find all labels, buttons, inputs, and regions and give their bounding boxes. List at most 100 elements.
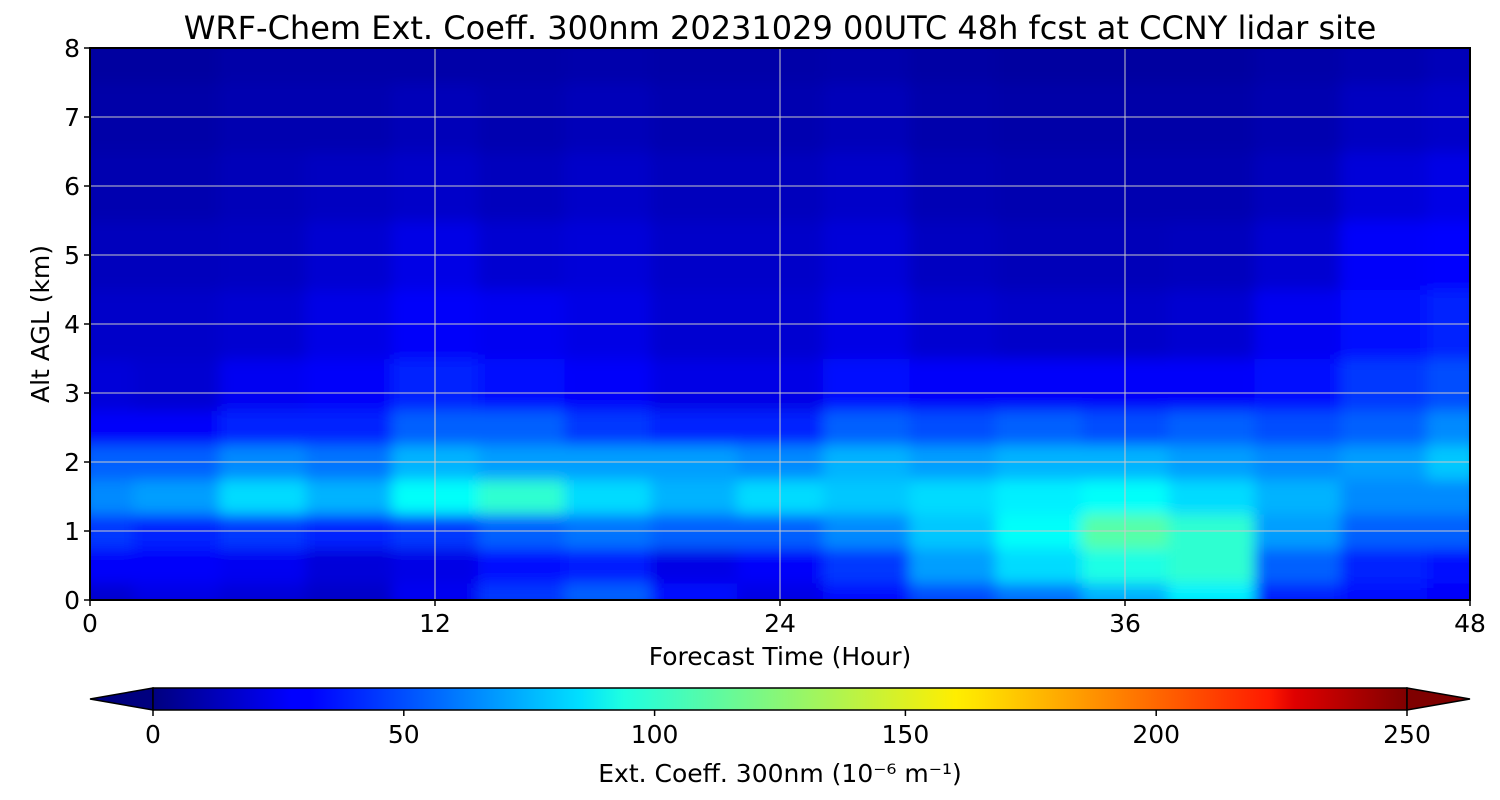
heatmap-cell	[1340, 48, 1428, 84]
heatmap-cell	[219, 410, 307, 446]
colorbar-extend-high	[1406, 687, 1471, 711]
heatmap-cell	[1168, 48, 1255, 84]
colorbar-tick-label: 50	[388, 720, 420, 749]
heatmap-cell	[909, 410, 997, 446]
heatmap-cell	[650, 479, 738, 515]
heatmap-cell	[90, 48, 134, 84]
heatmap-cell	[305, 479, 393, 515]
heatmap-cell	[650, 548, 738, 584]
heatmap-cell	[823, 582, 910, 600]
heatmap-cell	[478, 479, 565, 515]
heatmap-cell	[1254, 548, 1342, 584]
heatmap-cell	[650, 48, 738, 84]
y-tick-label: 7	[64, 103, 80, 132]
heatmap-cell	[90, 358, 134, 411]
heatmap-cell	[1168, 548, 1255, 584]
colorbar-tick-label: 250	[1383, 720, 1431, 749]
heatmap-cell	[909, 479, 997, 515]
heatmap-cell	[995, 479, 1083, 515]
heatmap-cell	[1254, 479, 1342, 515]
heatmap-cell	[133, 410, 220, 446]
heatmap-cell	[133, 48, 220, 84]
y-tick-label: 8	[64, 34, 80, 63]
heatmap-cell	[1254, 48, 1342, 84]
heatmap-cell	[1168, 479, 1255, 515]
heatmap-cell	[478, 48, 565, 84]
heatmap-cell	[305, 358, 393, 411]
heatmap-cell	[305, 582, 393, 600]
y-tick-label: 1	[64, 517, 80, 546]
heatmap-cell	[650, 410, 738, 446]
heatmap-cell	[995, 48, 1083, 84]
y-axis-label: Alt AGL (km)	[26, 245, 55, 403]
heatmap-cell	[219, 358, 307, 411]
heatmap-cell	[1168, 582, 1255, 600]
colorbar-body	[152, 687, 1408, 711]
heatmap-cell	[823, 358, 910, 411]
heatmap-cell	[909, 358, 997, 411]
y-tick-label: 3	[64, 379, 80, 408]
x-tick-label: 12	[419, 609, 451, 638]
heatmap-cell	[823, 548, 910, 584]
colorbar: 0 50 100 150 200 250 Ext. Coeff. 300nm (10⁻⁶ …	[89, 687, 1471, 788]
heatmap-cell	[305, 548, 393, 584]
heatmap-cell	[564, 358, 652, 411]
heatmap-cell	[823, 410, 910, 446]
heatmap-cell	[650, 582, 738, 600]
heatmap-cell	[1426, 479, 1470, 515]
heatmap-cell	[478, 548, 565, 584]
colorbar-ticks: 0 50 100 150 200 250	[145, 710, 1431, 749]
heatmap-cell	[1426, 358, 1470, 411]
heatmap-cell	[909, 548, 997, 584]
heatmap-cell	[133, 358, 220, 411]
colorbar-tick-label: 150	[882, 720, 930, 749]
heatmap-cell	[1426, 582, 1470, 600]
x-tick-label: 36	[1109, 609, 1141, 638]
heatmap-cell	[995, 358, 1083, 411]
x-tick-label: 24	[764, 609, 796, 638]
heatmap-cell	[1340, 548, 1428, 584]
heatmap-cell	[564, 410, 652, 446]
heatmap-cell	[219, 479, 307, 515]
heatmap-cell	[823, 479, 910, 515]
heatmap-cell	[90, 548, 134, 584]
y-axis-ticks: 0 1 2 3 4 5 6 7 8	[64, 34, 90, 615]
heatmap-cell	[1340, 582, 1428, 600]
heatmap-cell	[1254, 358, 1342, 411]
heatmap-cell	[995, 410, 1083, 446]
heatmap-cell	[90, 582, 134, 600]
heatmap-cell	[90, 479, 134, 515]
heatmap-cell	[1168, 410, 1255, 446]
colorbar-tick-label: 0	[145, 720, 161, 749]
y-tick-label: 0	[64, 586, 80, 615]
heatmap-cell	[133, 548, 220, 584]
heatmap-cell	[909, 582, 997, 600]
x-axis-ticks: 0 12 24 36 48	[82, 600, 1486, 638]
heatmap-cell	[1340, 410, 1428, 446]
colorbar-tick-label: 100	[631, 720, 679, 749]
x-tick-label: 0	[82, 609, 98, 638]
heatmap-cell	[305, 410, 393, 446]
heatmap-cell	[219, 582, 307, 600]
heatmap-cell	[305, 48, 393, 84]
heatmap-cell	[133, 582, 220, 600]
heatmap-cell	[1254, 582, 1342, 600]
heatmap-cell	[478, 582, 565, 600]
heatmap-cell	[219, 548, 307, 584]
heatmap-cell	[1426, 410, 1470, 446]
colorbar-tick-label: 200	[1132, 720, 1180, 749]
heatmap-cell	[995, 582, 1083, 600]
y-tick-label: 5	[64, 241, 80, 270]
heatmap-cell	[909, 48, 997, 84]
heatmap-cell	[1426, 48, 1470, 84]
x-axis-label: Forecast Time (Hour)	[649, 642, 912, 671]
heatmap-cell	[1426, 548, 1470, 584]
heatmap-cell	[219, 48, 307, 84]
heatmap-cell	[564, 548, 652, 584]
heatmap-cell	[650, 358, 738, 411]
heatmap-cell	[823, 48, 910, 84]
grid-lines	[90, 48, 1470, 600]
heatmap-cell	[1254, 410, 1342, 446]
x-tick-label: 48	[1454, 609, 1486, 638]
